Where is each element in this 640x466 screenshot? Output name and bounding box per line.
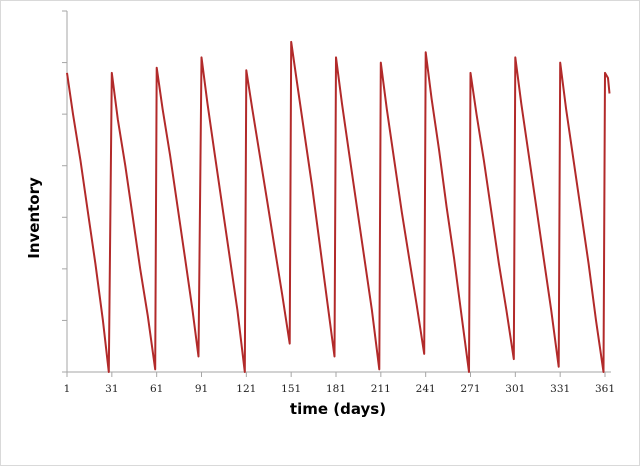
x-tick-label: 181 — [326, 383, 346, 395]
x-tick-label: 1 — [64, 383, 71, 395]
x-tick-label: 121 — [236, 383, 256, 395]
x-axis: 1 31 61 91 121 151 181 211 241 271 301 331 361 — [62, 371, 615, 395]
y-axis-label: Inventory — [25, 177, 43, 259]
x-tick-label: 91 — [195, 383, 208, 395]
x-tick-label: 61 — [150, 383, 163, 395]
x-tick-label: 271 — [460, 383, 480, 395]
x-tick-label: 151 — [281, 383, 301, 395]
x-tick-label: 331 — [550, 383, 570, 395]
x-tick-label: 241 — [416, 383, 436, 395]
x-tick-label: 31 — [105, 383, 118, 395]
x-tick-label: 361 — [595, 383, 615, 395]
inventory-line — [66, 40, 611, 373]
inventory-series — [66, 40, 611, 373]
x-axis-label: time (days) — [289, 400, 387, 418]
x-tick-label: 301 — [505, 383, 525, 395]
x-tick-label: 211 — [371, 383, 391, 395]
